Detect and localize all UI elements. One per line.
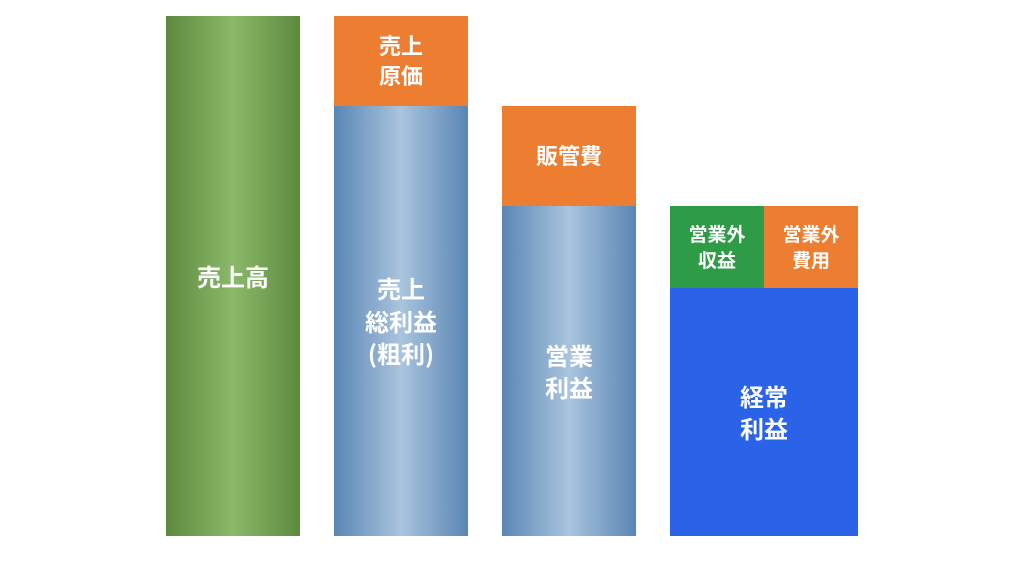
column-gross-profit: 売上 原価 売上 総利益 (粗利) — [334, 16, 468, 536]
row-non-operating: 営業外 収益 営業外 費用 — [670, 206, 858, 288]
block-non-op-income: 営業外 収益 — [670, 206, 764, 288]
label-cogs: 売上 原価 — [379, 31, 423, 90]
block-non-op-expense: 営業外 費用 — [764, 206, 858, 288]
column-revenue: 売上高 — [166, 16, 300, 536]
column-ordinary-income: 営業外 収益 営業外 費用 経常 利益 — [670, 206, 858, 536]
block-cogs: 売上 原価 — [334, 16, 468, 106]
block-gross-profit: 売上 総利益 (粗利) — [334, 106, 468, 536]
column-operating-income: 販管費 営業 利益 — [502, 106, 636, 536]
label-operating-income: 営業 利益 — [545, 339, 593, 404]
block-operating-income: 営業 利益 — [502, 206, 636, 536]
label-sga: 販管費 — [536, 141, 602, 171]
block-sga: 販管費 — [502, 106, 636, 206]
block-ordinary-income: 経常 利益 — [670, 288, 858, 536]
label-non-op-income: 営業外 収益 — [688, 221, 745, 272]
label-revenue: 売上高 — [197, 260, 269, 292]
diagram-stage: 売上高 売上 原価 売上 総利益 (粗利) 販管費 営業 利益 営業外 収益 営… — [0, 0, 1024, 576]
block-revenue: 売上高 — [166, 16, 300, 536]
label-gross-profit: 売上 総利益 (粗利) — [365, 272, 437, 369]
label-non-op-expense: 営業外 費用 — [782, 221, 839, 272]
label-ordinary-income: 経常 利益 — [740, 380, 788, 445]
